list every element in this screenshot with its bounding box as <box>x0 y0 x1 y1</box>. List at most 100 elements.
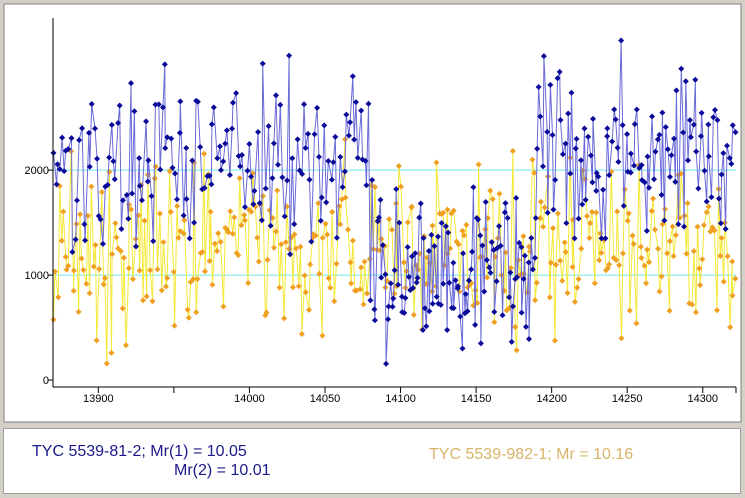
series-1-point <box>269 175 276 182</box>
series-1-point <box>405 273 412 280</box>
series-1-point <box>416 214 423 221</box>
series-2-point <box>724 253 731 260</box>
series-1-point <box>241 203 248 210</box>
series-1-point <box>631 121 638 128</box>
series-1-point <box>347 119 354 126</box>
series-2-point <box>376 247 383 254</box>
series-1-point <box>302 144 309 151</box>
series-1-point <box>191 219 198 226</box>
series-2-point <box>694 223 701 230</box>
series-1-point <box>173 196 180 203</box>
series-1-point <box>226 171 233 178</box>
series-1-point <box>214 155 221 162</box>
series-2-point <box>281 315 288 322</box>
series-1-point <box>255 128 262 135</box>
series-1-point <box>452 277 459 284</box>
series-2-point <box>552 261 559 268</box>
series-2-point <box>100 281 107 288</box>
series-1-point <box>402 294 409 301</box>
series-2-point <box>120 254 127 261</box>
series-1-point <box>127 80 134 87</box>
series-2-point <box>177 227 184 234</box>
series-1-point <box>486 264 493 271</box>
series-2-point <box>584 213 591 220</box>
series-1-point <box>387 280 394 287</box>
series-2-point <box>236 175 243 182</box>
series-1-point <box>419 326 426 333</box>
series-1-point <box>177 98 184 105</box>
series-1-point <box>726 155 733 162</box>
series-1-point <box>189 157 196 164</box>
series-2-point <box>540 223 547 230</box>
series-2-point <box>112 220 119 227</box>
series-1-point <box>525 259 532 266</box>
series-2-point <box>598 249 605 256</box>
series-1-point <box>341 168 348 175</box>
series-1-point <box>267 222 274 229</box>
x-tick-label: 14100 <box>385 393 416 405</box>
series-1-point <box>246 140 253 147</box>
series-1-point <box>649 113 656 120</box>
series-1-point <box>499 312 506 319</box>
series-1-point <box>435 233 442 240</box>
series-1-point <box>377 196 384 203</box>
x-tick-label: 14250 <box>612 393 643 405</box>
series-1-point <box>210 104 217 111</box>
series-1-point <box>194 98 201 105</box>
series-2-point <box>629 232 636 239</box>
series-1-point <box>81 221 88 228</box>
series-2-point <box>333 260 340 267</box>
series-2-point <box>147 267 154 274</box>
series-1-point <box>68 135 75 142</box>
series-1-point <box>582 196 589 203</box>
series-1-point <box>162 145 169 152</box>
series-1-point <box>371 317 378 324</box>
series-2-point <box>564 290 571 297</box>
series-1-point <box>641 179 648 186</box>
series-2-point <box>697 282 704 289</box>
series-1-point <box>472 321 479 328</box>
series-2-point <box>562 249 569 256</box>
series-1-point <box>504 214 511 221</box>
series-2-point <box>593 209 600 216</box>
series-2-point <box>526 243 533 250</box>
series-2-point <box>729 292 736 299</box>
series-1-point <box>116 102 123 109</box>
series-1-point <box>132 243 139 250</box>
series-1-point <box>692 76 699 83</box>
series-1-point <box>535 84 542 91</box>
series-1-point <box>244 167 251 174</box>
series-2-point <box>616 262 623 269</box>
series-2-point <box>491 319 498 326</box>
series-1-point <box>354 154 361 161</box>
series-1-point <box>358 107 365 114</box>
series-2-point <box>238 222 245 229</box>
series-2-point <box>646 259 653 266</box>
series-1-point <box>593 187 600 194</box>
series-1-point <box>284 177 291 184</box>
series-1-point <box>111 176 118 183</box>
series-1-point <box>431 243 438 250</box>
series-1-point <box>491 308 498 315</box>
series-1-point <box>330 159 337 166</box>
series-2-point <box>721 219 728 226</box>
series-2-point <box>433 159 440 166</box>
series-2-point <box>140 297 147 304</box>
series-2-point <box>117 248 124 255</box>
series-1-point <box>256 200 263 207</box>
series-1-point <box>682 78 689 85</box>
series-1-point <box>315 153 322 160</box>
series-1-point <box>501 209 508 216</box>
series-2-point <box>322 220 329 227</box>
series-1-point <box>136 182 143 189</box>
legend-label-series-2: TYC 5539-982-1; Mr = 10.16 <box>429 446 634 463</box>
series-1-point <box>675 221 682 228</box>
series-1-point <box>724 142 731 149</box>
series-2-point <box>270 244 277 251</box>
series-2-point <box>254 234 261 241</box>
series-2-point <box>149 298 156 305</box>
series-2-point <box>496 190 503 197</box>
series-1-point <box>318 194 325 201</box>
series-1-point <box>668 152 675 159</box>
series-2-point <box>703 209 710 216</box>
